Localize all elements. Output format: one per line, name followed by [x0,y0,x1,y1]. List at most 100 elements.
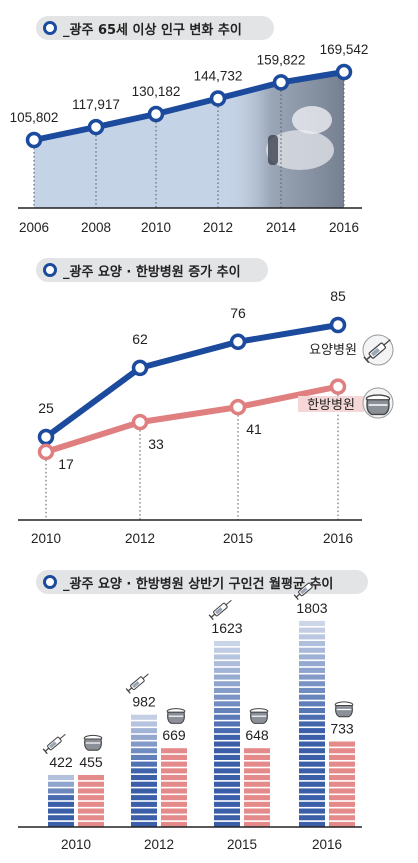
bar-stripe [329,741,355,747]
nursing-hospital-bar-value: 1623 [211,620,242,636]
nursing-hospital-bar-value: 982 [132,694,156,710]
nursing-hospital-point [229,333,247,351]
oriental-hospital-bar-value: 733 [330,721,354,737]
photo-hand-shape [292,106,332,134]
chart1-tick-label: 2008 [81,220,111,235]
chart2-tick-label: 2016 [323,531,353,546]
bar-stripe [299,815,325,821]
oriental-hospital-value-label: 33 [148,436,164,452]
bullet-dot-icon [43,575,57,589]
herbal-pot-icon [83,734,103,751]
oriental-hospital-point [329,378,347,395]
bar-stripe [299,768,325,774]
herbal-pot-icon [365,394,391,416]
pot-body [84,738,102,751]
bar-stripe [161,801,187,807]
bar-stripe [299,734,325,740]
bar-stripe [214,714,240,720]
nursing-hospital-value-label: 62 [132,331,148,347]
bar-stripe [161,788,187,794]
bar-stripe [78,815,104,821]
nursing-hospital-bar [299,620,325,827]
bar-stripe [161,754,187,760]
syringe-liquid [49,741,57,749]
chart2-title-pill: _광주 요양 · 한방병원 증가 추이 [36,258,268,282]
bar-stripe [299,647,325,653]
chart2-title: _광주 요양 · 한방병원 증가 추이 [63,264,241,280]
bar-stripe [244,801,270,807]
bar-stripe [329,821,355,827]
syringe-needle [225,599,232,606]
oriental-hospital-point [37,443,55,461]
bar-stripe [214,801,240,807]
chart3-title-pill: _광주 요양 · 한방병원 상반기 구인건 월평균 추이 [36,570,368,594]
bar-stripe [214,754,240,760]
oriental-hospital-line [43,383,341,455]
bar-stripe [214,795,240,801]
bar-stripe [78,781,104,787]
oriental-hospital-label-bg [298,396,364,412]
photo-cane-shape [268,135,278,165]
syringe-plunger [210,613,216,618]
bar-stripe [214,654,240,660]
bar-stripe [299,808,325,814]
chart3-title: _광주 요양 · 한방병원 상반기 구인건 월평균 추이 [63,576,334,592]
bar-stripe [161,775,187,781]
syringe-icon [42,733,66,755]
bar-stripe [299,761,325,767]
chart2-tick-label: 2012 [125,531,155,546]
bar-stripe [299,821,325,827]
population-value-label: 105,802 [10,110,59,125]
bar-stripe [78,808,104,814]
bar-stripe [131,761,157,767]
nursing-hospital-point [131,359,149,377]
bar-stripe [299,654,325,660]
bar-stripe [48,775,74,781]
syringe-handle [208,614,214,621]
bar-stripe [299,748,325,754]
bar-stripe [214,748,240,754]
bar-stripe [244,808,270,814]
bar-stripe [214,667,240,673]
nursing-hospital-line [43,322,341,440]
chart3-tick-label: 2015 [227,837,257,852]
bar-stripe [329,754,355,760]
bar-stripe [244,754,270,760]
chart1-tick-label: 2016 [329,220,359,235]
nursing-hospital-point [329,316,347,334]
syringe-handle [42,748,48,755]
bullet-dot-icon [43,21,57,35]
bar-stripe [131,801,157,807]
bar-stripe [131,741,157,747]
chart1-tick-label: 2006 [19,220,49,235]
bar-stripe [161,781,187,787]
oriental-hospital-bar-value: 648 [245,727,269,743]
population-value-label: 159,822 [257,52,306,67]
bar-stripe [78,788,104,794]
chart2-tick-label: 2010 [31,531,61,546]
bar-stripe [299,627,325,633]
syringe-icon [208,599,232,621]
bar-stripe [131,748,157,754]
bar-stripe [329,788,355,794]
bar-stripe [299,641,325,647]
nursing-hospital-value-label: 76 [230,305,246,321]
bar-stripe [78,775,104,781]
bar-stripe [329,808,355,814]
bar-stripe [214,694,240,700]
bar-stripe [299,721,325,727]
oriental-hospital-bar [329,741,355,827]
bar-stripe [161,808,187,814]
syringe-handle [125,688,131,694]
nursing-hospital-value-label: 85 [330,288,346,304]
population-point [272,74,290,91]
bar-stripe [299,661,325,667]
bar-stripe [131,734,157,740]
population-value-label: 144,732 [194,68,243,83]
bar-stripe [244,788,270,794]
oriental-hospital-bar-value: 455 [79,754,103,770]
pot-body [366,399,390,416]
bar-stripe [299,775,325,781]
nursing-hospital-bar [214,641,240,827]
bullet-dot-icon [43,263,57,277]
